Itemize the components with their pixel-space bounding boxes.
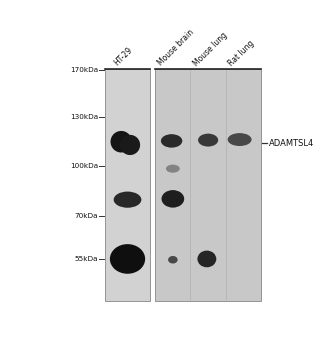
Text: 70kDa: 70kDa	[74, 213, 98, 219]
Ellipse shape	[166, 164, 180, 173]
Ellipse shape	[197, 251, 216, 267]
Text: Rat lung: Rat lung	[227, 38, 256, 68]
Text: 170kDa: 170kDa	[70, 67, 98, 73]
Ellipse shape	[161, 134, 182, 148]
Ellipse shape	[110, 244, 145, 274]
Text: Mouse lung: Mouse lung	[191, 30, 229, 68]
Ellipse shape	[168, 256, 178, 264]
Ellipse shape	[198, 134, 218, 147]
Ellipse shape	[227, 133, 252, 146]
Ellipse shape	[120, 135, 140, 155]
Ellipse shape	[111, 131, 132, 153]
Ellipse shape	[114, 191, 141, 208]
Text: 100kDa: 100kDa	[70, 163, 98, 169]
Text: ADAMTSL4: ADAMTSL4	[268, 139, 314, 148]
Text: HT-29: HT-29	[112, 46, 134, 68]
Bar	[155, 69, 261, 301]
Bar	[105, 69, 150, 301]
Ellipse shape	[162, 190, 184, 208]
Text: 130kDa: 130kDa	[70, 114, 98, 120]
Text: 55kDa: 55kDa	[74, 256, 98, 262]
Text: Mouse brain: Mouse brain	[156, 28, 196, 68]
